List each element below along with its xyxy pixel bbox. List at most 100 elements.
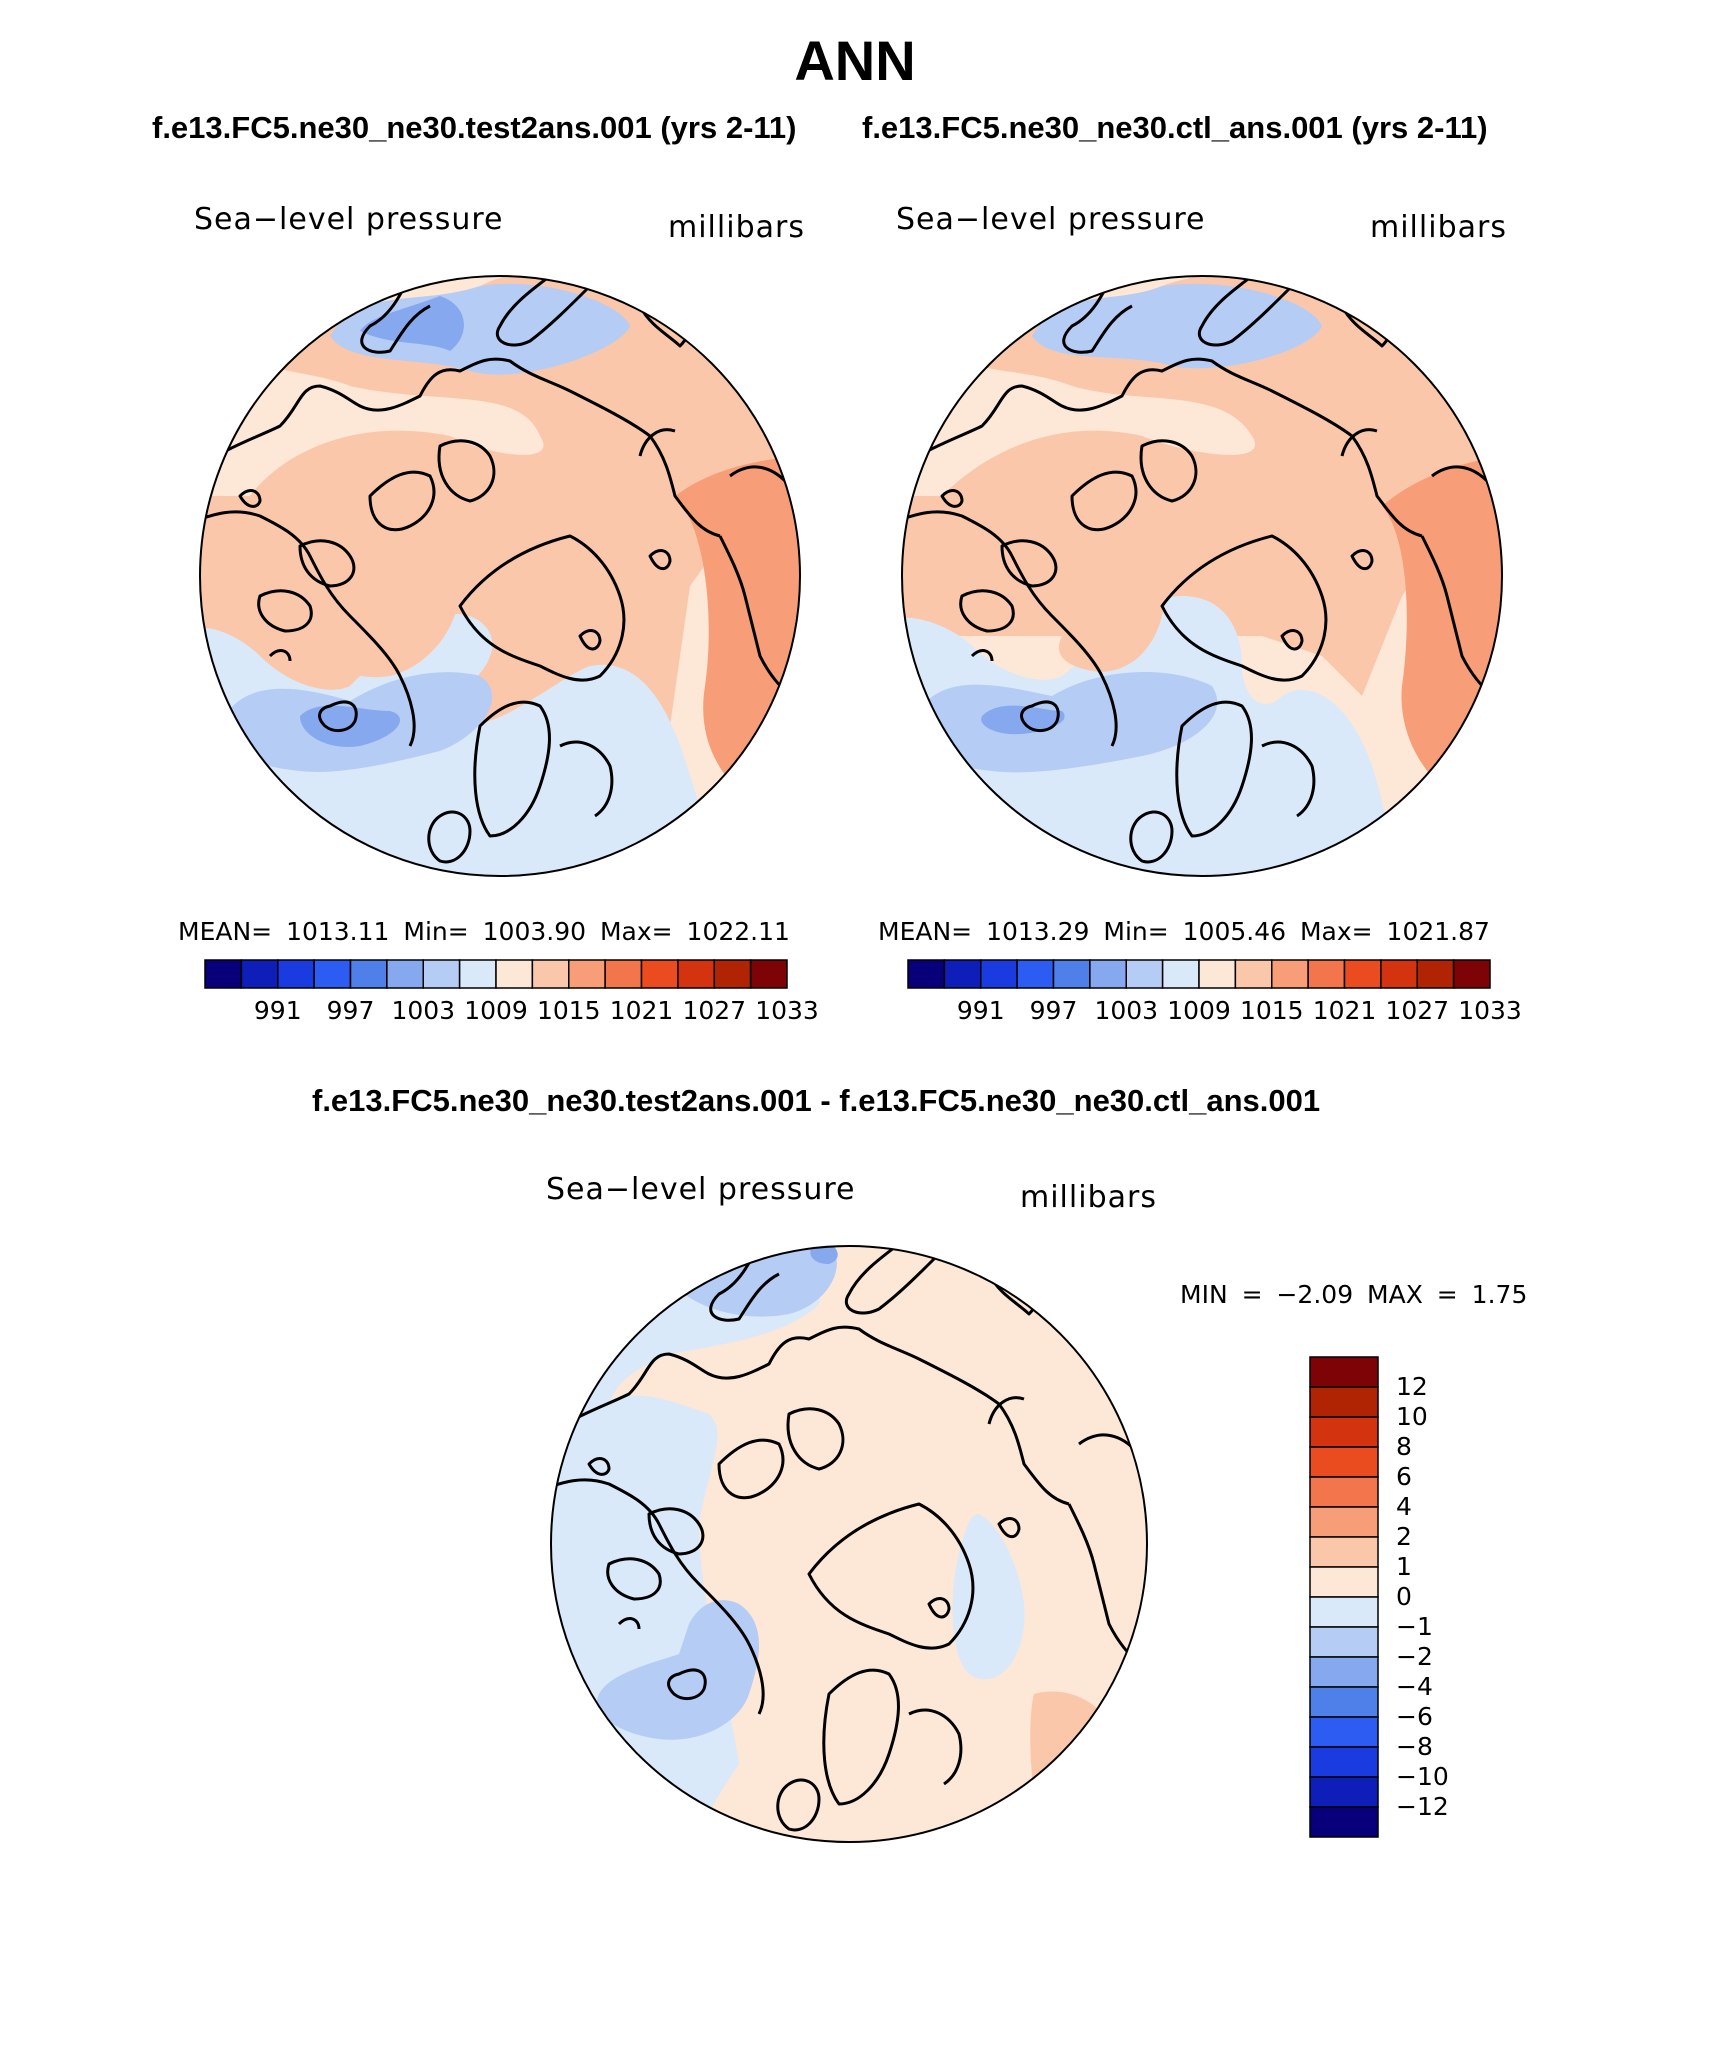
colorbar-diff-tick-label: 4 bbox=[1396, 1492, 1412, 1521]
colorbar-2-tick-label: 997 bbox=[1029, 996, 1078, 1025]
colorbar-2-tick-label: 991 bbox=[956, 996, 1005, 1025]
difference-minmax: MIN = −2.09 MAX = 1.75 bbox=[1180, 1280, 1528, 1309]
colorbar-2-swatch bbox=[1198, 959, 1237, 989]
colorbar-2-swatch bbox=[980, 959, 1018, 989]
colorbar-1-swatch bbox=[422, 959, 461, 989]
colorbar-diff-tick-label: 10 bbox=[1396, 1402, 1428, 1431]
panel-2-units-label: millibars bbox=[1370, 210, 1507, 245]
colorbar-1-tick-label: 997 bbox=[326, 996, 375, 1025]
colorbar-diff-tick-label: 1 bbox=[1396, 1552, 1412, 1581]
colorbar-2-swatch bbox=[1452, 959, 1491, 989]
colorbar-diff-swatch bbox=[1309, 1686, 1379, 1718]
colorbar-diff-swatch bbox=[1309, 1776, 1379, 1808]
colorbar-2-swatch bbox=[1161, 959, 1200, 989]
colorbar-2-swatch bbox=[1052, 959, 1091, 989]
colorbar-2-swatch bbox=[1271, 959, 1309, 989]
difference-subtitle: f.e13.FC5.ne30_ne30.test2ans.001 - f.e13… bbox=[312, 1083, 1321, 1118]
colorbar-2-swatch bbox=[1016, 959, 1055, 989]
colorbar-diff-swatch bbox=[1309, 1506, 1379, 1538]
colorbar-2-swatch bbox=[1125, 959, 1164, 989]
panel-2-subtitle: f.e13.FC5.ne30_ne30.ctl_ans.001 (yrs 2-1… bbox=[862, 110, 1488, 145]
colorbar-2-tick-label: 1015 bbox=[1239, 996, 1304, 1025]
colorbar-diff-tick-label: −4 bbox=[1396, 1672, 1433, 1701]
colorbar-1-tick-label: 1021 bbox=[609, 996, 674, 1025]
colorbar-1-swatch bbox=[713, 959, 752, 989]
colorbar-diff-swatch bbox=[1309, 1356, 1379, 1388]
colorbar-diff-tick-label: −2 bbox=[1396, 1642, 1433, 1671]
colorbar-diff-tick-label: 2 bbox=[1396, 1522, 1412, 1551]
colorbar-1-swatch bbox=[495, 959, 534, 989]
difference-map-border bbox=[550, 1245, 1148, 1843]
colorbar-2-tick-label: 1009 bbox=[1167, 996, 1231, 1025]
colorbar-diff-swatch bbox=[1309, 1416, 1379, 1448]
colorbar-2-tick-label: 1033 bbox=[1458, 996, 1522, 1025]
colorbar-diff-tick-label: −10 bbox=[1396, 1762, 1449, 1791]
colorbar-1-tick-label: 1027 bbox=[682, 996, 747, 1025]
colorbar-1 bbox=[204, 959, 788, 989]
colorbar-diff-swatch bbox=[1309, 1716, 1379, 1748]
colorbar-2-swatch bbox=[1234, 959, 1273, 989]
colorbar-diff-swatch bbox=[1309, 1656, 1379, 1688]
colorbar-diff-swatch bbox=[1309, 1566, 1379, 1598]
colorbar-1-swatch bbox=[531, 959, 570, 989]
colorbar-1-swatch bbox=[349, 959, 388, 989]
colorbar-1-swatch bbox=[204, 959, 243, 989]
colorbar-diff-tick-label: −1 bbox=[1396, 1612, 1433, 1641]
colorbar-1-swatch bbox=[749, 959, 788, 989]
colorbar-diff-swatch bbox=[1309, 1386, 1379, 1418]
colorbar-diff-tick-label: −8 bbox=[1396, 1732, 1433, 1761]
colorbar-1-swatch bbox=[677, 959, 715, 989]
panel-1-map-border bbox=[199, 275, 801, 877]
colorbar-diff-tick-label: −12 bbox=[1396, 1792, 1449, 1821]
colorbar-1-swatch bbox=[313, 959, 352, 989]
difference-units-label: millibars bbox=[1020, 1180, 1157, 1215]
colorbar-1-tick-label: 1033 bbox=[755, 996, 819, 1025]
colorbar-diff-tick-label: 0 bbox=[1396, 1582, 1412, 1611]
panel-2-variable-label: Sea−level pressure bbox=[896, 202, 1206, 237]
colorbar-1-swatch bbox=[568, 959, 606, 989]
colorbar-2-swatch bbox=[1307, 959, 1346, 989]
colorbar-2-swatch bbox=[1380, 959, 1418, 989]
colorbar-diff-tick-label: 8 bbox=[1396, 1432, 1412, 1461]
colorbar-2-tick-label: 1027 bbox=[1385, 996, 1450, 1025]
colorbar-1-swatch bbox=[640, 959, 679, 989]
colorbar-1-tick-label: 1015 bbox=[536, 996, 601, 1025]
colorbar-diff-swatch bbox=[1309, 1626, 1379, 1658]
colorbar-2 bbox=[907, 959, 1491, 989]
colorbar-2-tick-label: 1021 bbox=[1312, 996, 1377, 1025]
colorbar-2-swatch bbox=[1089, 959, 1127, 989]
colorbar-1-swatch bbox=[240, 959, 279, 989]
colorbar-1-swatch bbox=[458, 959, 497, 989]
colorbar-2-swatch bbox=[943, 959, 982, 989]
colorbar-diff-swatch bbox=[1309, 1536, 1379, 1568]
colorbar-2-swatch bbox=[907, 959, 946, 989]
colorbar-diff-swatch bbox=[1309, 1596, 1379, 1628]
colorbar-1-tick-label: 1003 bbox=[391, 996, 456, 1025]
colorbar-diff-swatch bbox=[1309, 1806, 1379, 1838]
panel-2-map bbox=[901, 275, 1503, 877]
colorbar-1-swatch bbox=[386, 959, 424, 989]
colorbar-1-swatch bbox=[604, 959, 643, 989]
colorbar-diff bbox=[1309, 1356, 1379, 1838]
panel-2-map-border bbox=[901, 275, 1503, 877]
colorbar-diff-tick-label: 12 bbox=[1396, 1372, 1428, 1401]
panel-1-stats: MEAN= 1013.11 Min= 1003.90 Max= 1022.11 bbox=[178, 917, 790, 946]
colorbar-diff-swatch bbox=[1309, 1476, 1379, 1508]
panel-1-units-label: millibars bbox=[668, 210, 805, 245]
colorbar-1-swatch bbox=[277, 959, 315, 989]
difference-map bbox=[550, 1245, 1148, 1843]
colorbar-diff-swatch bbox=[1309, 1746, 1379, 1778]
colorbar-2-swatch bbox=[1416, 959, 1455, 989]
colorbar-2-tick-label: 1003 bbox=[1094, 996, 1159, 1025]
colorbar-diff-tick-label: 6 bbox=[1396, 1462, 1412, 1491]
colorbar-diff-tick-label: −6 bbox=[1396, 1702, 1433, 1731]
difference-variable-label: Sea−level pressure bbox=[546, 1172, 856, 1207]
colorbar-1-tick-label: 1009 bbox=[464, 996, 528, 1025]
main-title: ANN bbox=[794, 29, 916, 92]
panel-1-map bbox=[199, 275, 801, 877]
colorbar-1-tick-label: 991 bbox=[253, 996, 302, 1025]
panel-1-subtitle: f.e13.FC5.ne30_ne30.test2ans.001 (yrs 2-… bbox=[152, 110, 797, 145]
colorbar-diff-swatch bbox=[1309, 1446, 1379, 1478]
panel-1-variable-label: Sea−level pressure bbox=[194, 202, 504, 237]
